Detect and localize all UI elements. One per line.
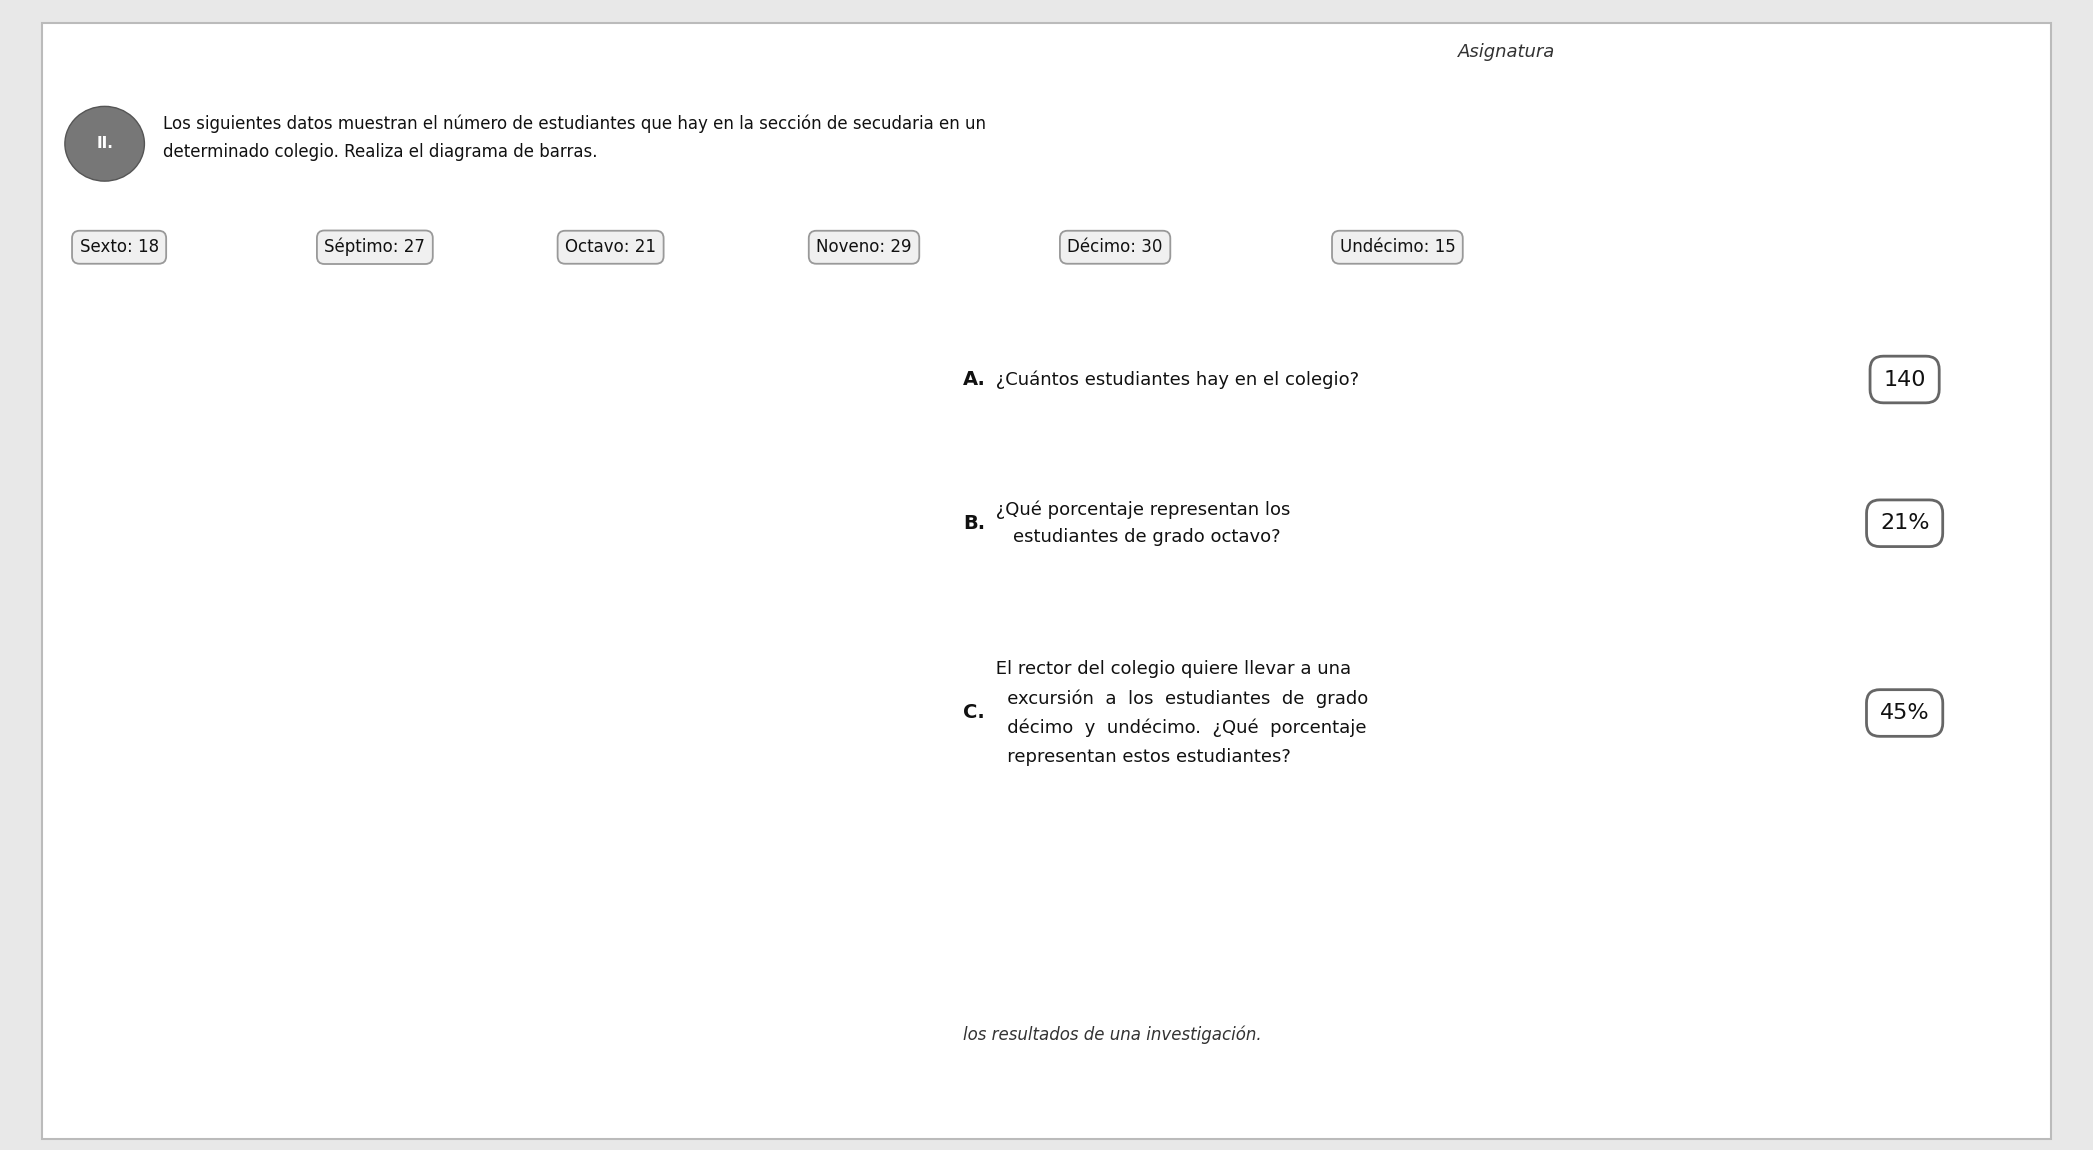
Text: Octavo: 21: Octavo: 21 <box>565 238 655 256</box>
Text: 45%: 45% <box>1880 703 1930 723</box>
Text: 140: 140 <box>1884 369 1926 390</box>
Text: Noveno: 29: Noveno: 29 <box>816 238 913 256</box>
Text: Séptimo: 27: Séptimo: 27 <box>324 238 425 256</box>
Bar <box>387 536 458 1035</box>
Text: C.: C. <box>963 704 984 722</box>
Bar <box>743 678 814 1035</box>
Y-axis label: Número de estudiantes: Número de estudiantes <box>59 573 75 784</box>
Text: II.: II. <box>96 136 113 152</box>
Bar <box>504 346 576 1035</box>
Text: B.: B. <box>963 514 986 532</box>
Text: Asignatura: Asignatura <box>1459 43 1555 61</box>
Text: los resultados de una investigación.: los resultados de una investigación. <box>963 1026 1262 1044</box>
Text: ¿Cuántos estudiantes hay en el colegio?: ¿Cuántos estudiantes hay en el colegio? <box>990 370 1358 389</box>
Text: Sexto: 18: Sexto: 18 <box>80 238 159 256</box>
Bar <box>624 322 695 1035</box>
Text: ¿Qué porcentaje representan los
    estudiantes de grado octavo?: ¿Qué porcentaje representan los estudian… <box>990 500 1291 546</box>
Text: 21%: 21% <box>1880 513 1930 534</box>
Text: Décimo: 30: Décimo: 30 <box>1067 238 1164 256</box>
Text: El rector del colegio quiere llevar a una
   excursión  a  los  estudiantes  de : El rector del colegio quiere llevar a un… <box>990 660 1369 766</box>
Text: Undécimo: 15: Undécimo: 15 <box>1340 238 1455 256</box>
Bar <box>149 607 220 1035</box>
X-axis label: Grado: Grado <box>454 1074 509 1091</box>
Text: Estudiantes por curso: Estudiantes por curso <box>174 292 400 312</box>
Bar <box>268 393 339 1035</box>
Text: A.: A. <box>963 370 986 389</box>
Text: Los siguientes datos muestran el número de estudiantes que hay en la sección de : Los siguientes datos muestran el número … <box>163 115 986 161</box>
